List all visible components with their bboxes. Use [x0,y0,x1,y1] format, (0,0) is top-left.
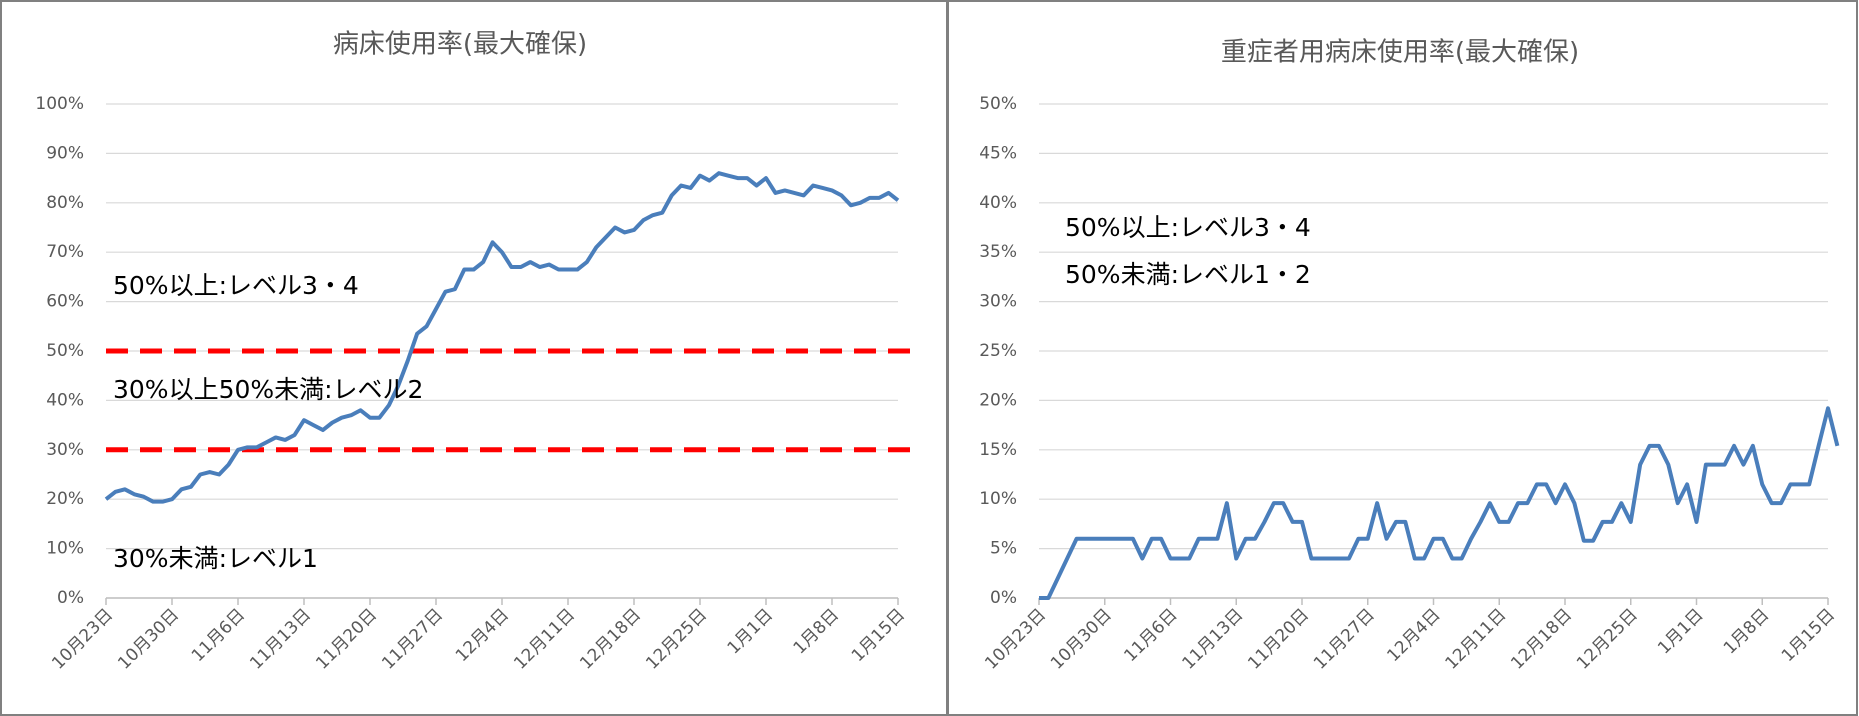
y-tick-label: 100% [35,94,84,114]
annotation: 50%未満:レベル1・2 [1065,260,1311,289]
y-tick-label: 0% [57,588,84,608]
annotation: 30%以上50%未満:レベル2 [113,375,423,404]
y-tick-label: 60% [46,292,84,312]
chart-title: 重症者用病床使用率(最大確保) [1221,38,1579,68]
y-tick-label: 70% [46,242,84,262]
y-tick-label: 80% [46,193,84,213]
data-line [104,171,900,504]
panel-frame [947,0,1858,716]
y-tick-label: 5% [990,539,1017,559]
y-tick-label: 35% [979,242,1017,262]
chart-title: 病床使用率(最大確保) [333,30,587,60]
annotation: 50%以上:レベル3・4 [113,271,359,300]
y-tick-label: 30% [46,440,84,460]
data-line [1039,406,1840,600]
y-tick-label: 10% [46,539,84,559]
y-tick-label: 25% [979,341,1017,361]
annotation: 50%以上:レベル3・4 [1065,213,1311,242]
y-tick-label: 90% [46,143,84,163]
y-tick-label: 10% [979,489,1017,509]
y-tick-label: 20% [979,390,1017,410]
y-tick-label: 40% [46,390,84,410]
annotation: 30%未満:レベル1 [113,544,318,573]
y-tick-label: 50% [979,94,1017,114]
y-tick-label: 30% [979,292,1017,312]
y-tick-label: 45% [979,143,1017,163]
y-tick-label: 40% [979,193,1017,213]
y-tick-label: 0% [990,588,1017,608]
y-tick-label: 20% [46,489,84,509]
panel-frame [0,0,948,716]
y-tick-label: 15% [979,440,1017,460]
y-tick-label: 50% [46,341,84,361]
